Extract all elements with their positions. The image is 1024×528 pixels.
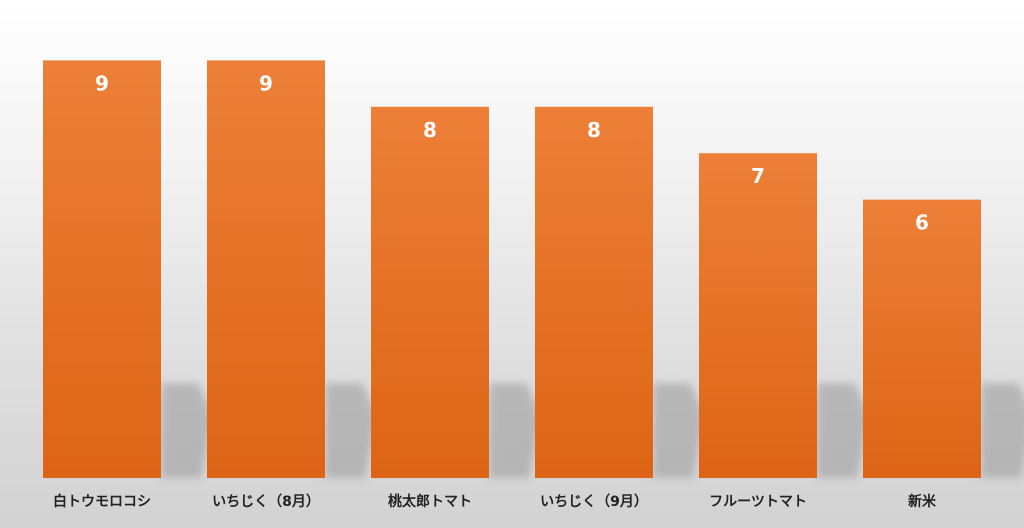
bar bbox=[43, 60, 161, 479]
x-tick-label: 白トウモロコシ bbox=[53, 493, 151, 510]
bars bbox=[43, 60, 981, 479]
x-tick-label: いちじく（8月） bbox=[212, 494, 320, 510]
data-label: 7 bbox=[751, 164, 765, 188]
data-label: 8 bbox=[423, 118, 437, 142]
bar bbox=[863, 199, 981, 478]
data-label: 8 bbox=[587, 118, 601, 142]
bar-shadows bbox=[161, 383, 1024, 478]
x-tick-label: 新米 bbox=[908, 493, 937, 510]
bar-shadow bbox=[489, 383, 541, 478]
bar-shadow bbox=[653, 383, 705, 478]
data-label: 9 bbox=[259, 71, 273, 95]
x-tick-label: フルーツトマト bbox=[709, 494, 807, 510]
bar-shadow bbox=[161, 383, 213, 478]
bar bbox=[699, 153, 817, 478]
bar bbox=[535, 106, 653, 479]
x-tick-label: いちじく（9月） bbox=[540, 494, 648, 510]
x-tick-label: 桃太郎トマト bbox=[388, 493, 472, 510]
data-label: 6 bbox=[915, 211, 929, 235]
bar bbox=[207, 60, 325, 479]
bar-shadow bbox=[981, 383, 1024, 478]
x-axis-tick-labels: 白トウモロコシ いちじく（8月） 桃太郎トマト いちじく（9月） フルーツトマト 新米 bbox=[53, 493, 937, 510]
bar bbox=[371, 106, 489, 479]
data-label: 9 bbox=[95, 71, 109, 95]
data-labels: 9 9 8 8 7 6 bbox=[95, 71, 929, 234]
bar-shadow bbox=[817, 383, 869, 478]
bar-shadow bbox=[325, 383, 377, 478]
